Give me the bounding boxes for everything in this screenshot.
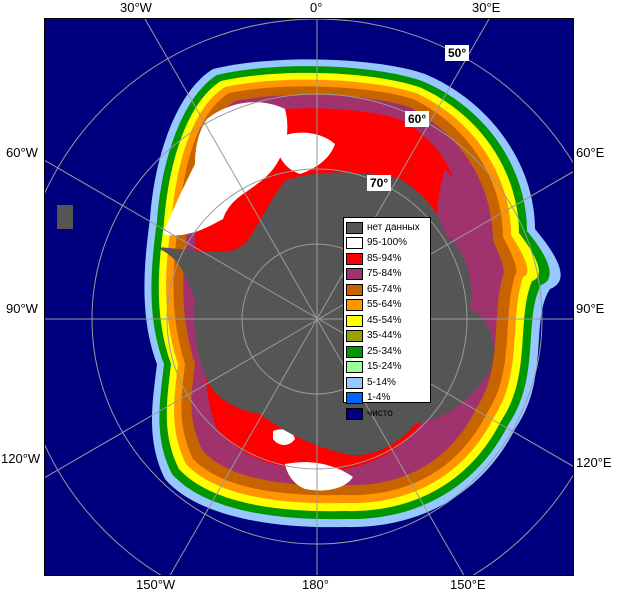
legend-item: 65-74% — [346, 282, 428, 298]
legend-item: 75-84% — [346, 267, 428, 283]
legend-label: 5-14% — [367, 376, 396, 388]
ice-white-patch-south — [285, 462, 353, 491]
legend-label: 85-94% — [367, 252, 402, 264]
legend-label: нет данных — [367, 221, 420, 233]
legend-label: 25-34% — [367, 345, 402, 357]
legend-item: 85-94% — [346, 251, 428, 267]
legend-item: 35-44% — [346, 329, 428, 345]
legend: нет данных 95-100% 85-94% 75-84% 65-74% 55-64… — [343, 217, 431, 420]
legend-item: 55-64% — [346, 298, 428, 314]
longitude-label-30e: 30°E — [472, 0, 501, 15]
ice-white-patch-center — [275, 132, 335, 174]
longitude-label-120w: 120°W — [1, 451, 41, 466]
meridian-30e-150w — [169, 19, 490, 575]
legend-swatch — [346, 314, 363, 327]
longitude-label-0: 0° — [310, 0, 323, 15]
legend-label: 35-44% — [367, 330, 402, 342]
legend-label: 55-64% — [367, 299, 402, 311]
map-canvas — [45, 19, 573, 575]
longitude-label-180: 180° — [302, 577, 329, 592]
legend-swatch — [346, 361, 363, 374]
legend-swatch — [346, 221, 363, 234]
legend-item: 95-100% — [346, 236, 428, 252]
legend-swatch — [346, 392, 363, 405]
meridian-60w-120e — [45, 160, 573, 467]
legend-label: чисто — [367, 407, 393, 419]
legend-label: 1-4% — [367, 392, 391, 404]
legend-swatch — [346, 376, 363, 389]
legend-item: чисто — [346, 406, 428, 422]
legend-label: 45-54% — [367, 314, 402, 326]
ice-white-patch-west — [163, 102, 288, 236]
legend-item: 45-54% — [346, 313, 428, 329]
latitude-label-50: 50° — [445, 45, 470, 61]
legend-swatch — [346, 283, 363, 296]
legend-swatch — [346, 407, 363, 420]
longitude-label-60e: 60°E — [576, 145, 605, 160]
longitude-label-90w: 90°W — [6, 301, 38, 316]
legend-swatch — [346, 345, 363, 358]
graticule — [45, 19, 573, 575]
longitude-label-30w: 30°W — [120, 0, 152, 15]
no-data-strip-west — [57, 205, 73, 229]
longitude-label-150e: 150°E — [450, 577, 486, 592]
legend-item: 5-14% — [346, 375, 428, 391]
latitude-label-70: 70° — [367, 175, 392, 191]
meridian-60e-120w — [45, 171, 573, 478]
sea-ice-map: 50° 60° 70° нет данных 95-100% 85-94% 75-84… — [44, 18, 574, 576]
legend-label: 75-84% — [367, 268, 402, 280]
ice-white-patch-south-small — [273, 429, 295, 445]
legend-item: 25-34% — [346, 344, 428, 360]
legend-swatch — [346, 252, 363, 265]
legend-swatch — [346, 268, 363, 281]
longitude-label-150w: 150°W — [136, 577, 176, 592]
legend-label: 95-100% — [367, 237, 408, 249]
longitude-label-120e: 120°E — [576, 455, 612, 470]
legend-swatch — [346, 237, 363, 250]
longitude-label-60w: 60°W — [6, 145, 38, 160]
legend-item: 1-4% — [346, 391, 428, 407]
longitude-label-90e: 90°E — [576, 301, 605, 316]
legend-label: 15-24% — [367, 361, 402, 373]
latitude-label-60: 60° — [405, 111, 430, 127]
legend-swatch — [346, 299, 363, 312]
legend-label: 65-74% — [367, 283, 402, 295]
legend-item: нет данных — [346, 220, 428, 236]
legend-swatch — [346, 330, 363, 343]
legend-item: 15-24% — [346, 360, 428, 376]
